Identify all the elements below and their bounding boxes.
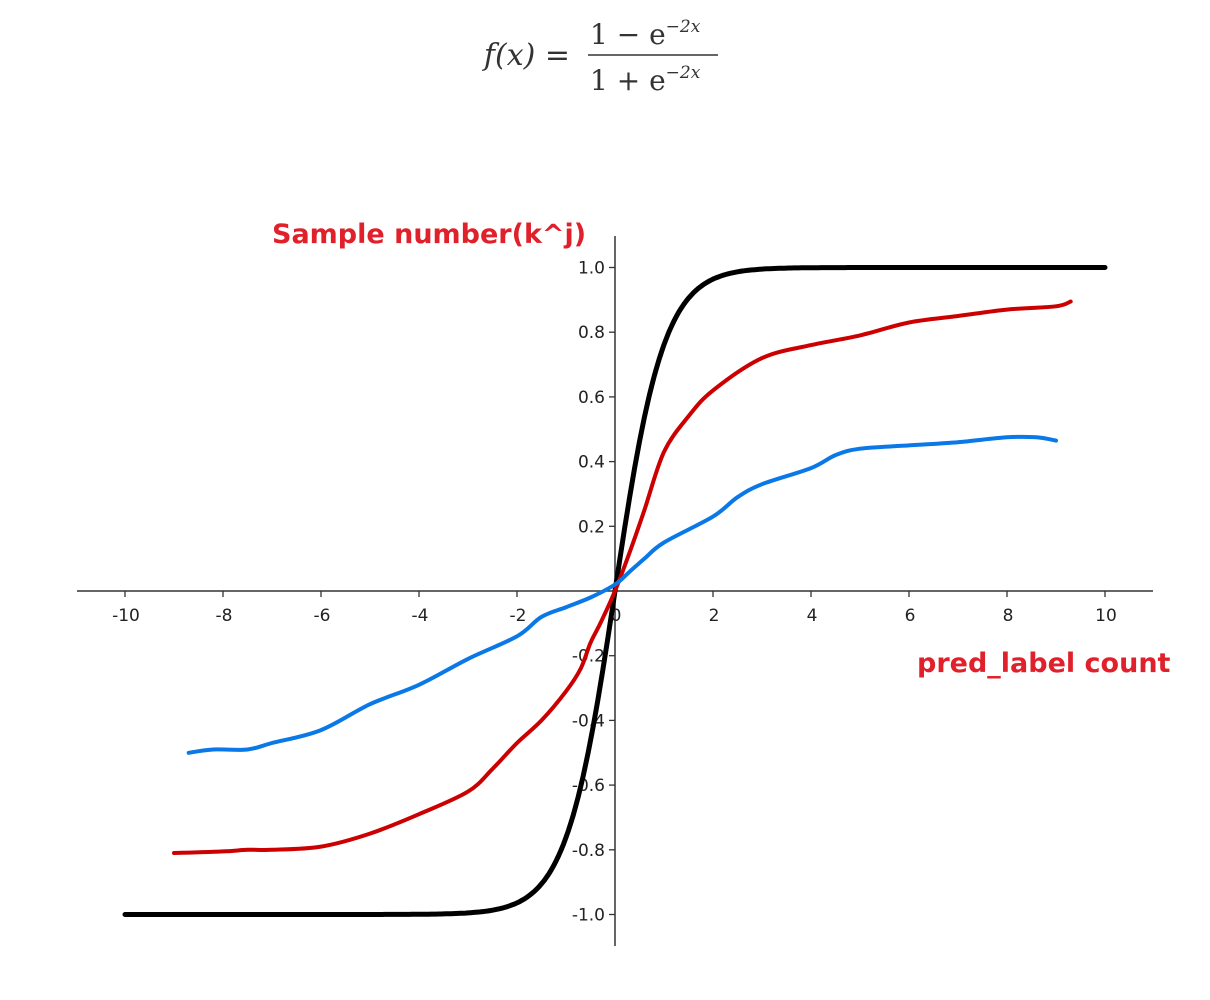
- x-tick-label: -8: [216, 606, 233, 626]
- y-axis-label: Sample number(k^j): [272, 219, 586, 250]
- formula-numerator-exp: −2x: [666, 17, 701, 37]
- x-tick-label: -2: [510, 606, 527, 626]
- x-tick-label: 2: [709, 606, 720, 626]
- y-ticks: 1.00.80.60.40.2-0.2-0.4-0.6-0.8-1.0: [572, 259, 615, 926]
- formula-denominator-exp: −2x: [666, 63, 701, 83]
- series-red-line: [172, 299, 1073, 855]
- series-blue-line: [186, 434, 1058, 755]
- formula-numerator-base: 1 − e: [590, 18, 666, 51]
- formula-lhs: f(x) =: [482, 38, 570, 73]
- x-tick-label: 6: [905, 606, 916, 626]
- x-tick-label: -6: [314, 606, 331, 626]
- formula-denominator-base: 1 + e: [590, 64, 666, 97]
- x-axis-label: pred_label count: [917, 648, 1171, 679]
- x-ticks: -10 -8 -6 -4 -2 0 2 4 6 8 10: [112, 591, 1117, 626]
- y-tick-label: 0.8: [578, 323, 605, 343]
- x-tick-label: 8: [1003, 606, 1014, 626]
- x-tick-label: -10: [112, 606, 140, 626]
- y-tick-label: 0.2: [578, 517, 605, 537]
- y-tick-label: 1.0: [578, 259, 605, 279]
- formula-denominator: 1 + e−2x: [590, 63, 701, 97]
- formula-numerator: 1 − e−2x: [590, 17, 701, 51]
- y-tick-label: 0.4: [578, 453, 605, 473]
- y-tick-label: -0.4: [572, 711, 605, 731]
- y-tick-label: 0.6: [578, 388, 605, 408]
- formula: f(x) = 1 − e−2x 1 + e−2x: [482, 17, 718, 97]
- y-tick-label: -0.8: [572, 841, 605, 861]
- x-tick-label: 0: [611, 606, 622, 626]
- y-tick-label: -0.2: [572, 647, 605, 667]
- x-tick-label: 10: [1095, 606, 1117, 626]
- x-tick-label: 4: [807, 606, 818, 626]
- y-tick-label: -1.0: [572, 906, 605, 926]
- x-tick-label: -4: [412, 606, 429, 626]
- series-group: [122, 265, 1108, 917]
